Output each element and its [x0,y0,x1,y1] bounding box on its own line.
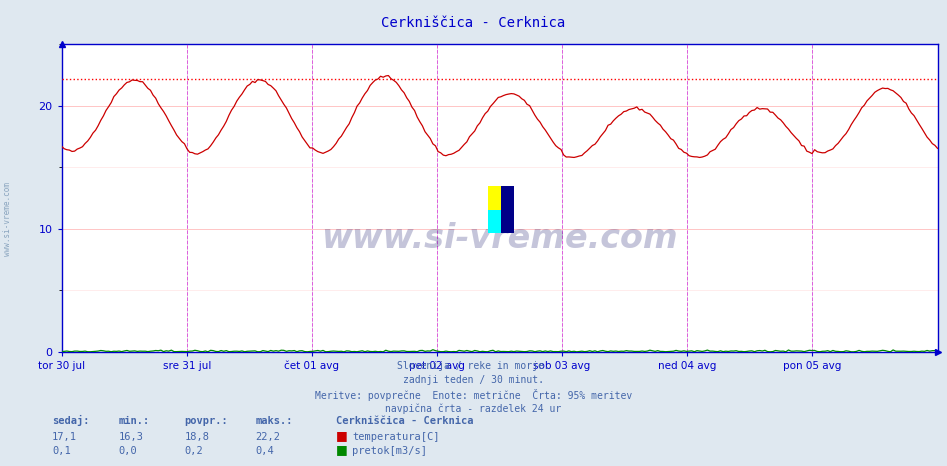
Text: ■: ■ [336,429,348,442]
Text: 18,8: 18,8 [185,432,209,442]
Bar [488,210,501,233]
Text: sedaj:: sedaj: [52,415,90,426]
Text: pretok[m3/s]: pretok[m3/s] [352,446,427,456]
Text: 0,2: 0,2 [185,446,204,456]
Text: 0,4: 0,4 [256,446,275,456]
Text: Cerkniščica - Cerknica: Cerkniščica - Cerknica [336,417,474,426]
Text: ■: ■ [336,443,348,456]
Text: 0,0: 0,0 [118,446,137,456]
Text: www.si-vreme.com: www.si-vreme.com [3,182,12,256]
Text: zadnji teden / 30 minut.: zadnji teden / 30 minut. [403,375,544,385]
Text: temperatura[C]: temperatura[C] [352,432,439,442]
Text: www.si-vreme.com: www.si-vreme.com [321,221,678,254]
Text: 0,1: 0,1 [52,446,71,456]
Text: min.:: min.: [118,417,150,426]
Text: Meritve: povprečne  Enote: metrične  Črta: 95% meritev: Meritve: povprečne Enote: metrične Črta:… [314,389,633,401]
Text: 17,1: 17,1 [52,432,77,442]
Text: navpična črta - razdelek 24 ur: navpična črta - razdelek 24 ur [385,403,562,414]
Text: povpr.:: povpr.: [185,417,228,426]
Text: Cerkniščica - Cerknica: Cerkniščica - Cerknica [382,16,565,30]
Text: Slovenija / reke in morje.: Slovenija / reke in morje. [397,361,550,371]
Bar [501,186,514,233]
Bar [488,186,501,210]
Text: maks.:: maks.: [256,417,294,426]
Text: 22,2: 22,2 [256,432,280,442]
Text: 16,3: 16,3 [118,432,143,442]
